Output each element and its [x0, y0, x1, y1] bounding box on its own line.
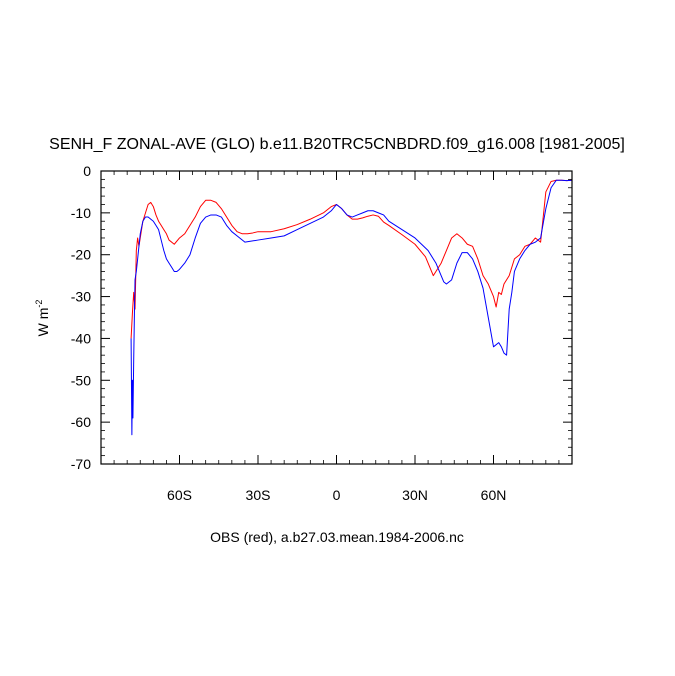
y-tick-label: -50 — [71, 372, 91, 388]
y-tick-label: -20 — [71, 247, 91, 263]
x-tick-label: 30N — [402, 487, 428, 503]
y-tick-label: -70 — [71, 456, 91, 472]
series-line-1 — [130, 179, 573, 339]
x-axis: 60S 30S 0 30N 60N — [100, 171, 573, 503]
x-tick-label: 0 — [333, 487, 341, 503]
y-axis-label: W m-2 — [34, 300, 51, 337]
x-tick-label: 30S — [246, 487, 271, 503]
y-tick-label: 0 — [83, 163, 91, 179]
y-axis: 0 -10 -20 -30 -40 -50 -60 -70 — [71, 163, 572, 472]
y-tick-label: -30 — [71, 289, 91, 305]
chart-title: SENH_F ZONAL-AVE (GLO) b.e11.B20TRC5CNBD… — [49, 136, 625, 153]
y-tick-label: -60 — [71, 414, 91, 430]
y-axis-label-unit: W m — [35, 308, 51, 337]
y-axis-label-exponent: -2 — [34, 300, 44, 308]
y-tick-label: -40 — [71, 330, 91, 346]
plot-frame — [100, 170, 573, 465]
series-line-2 — [130, 179, 573, 436]
x-tick-label: 60S — [167, 487, 192, 503]
x-axis-label: OBS (red), a.b27.03.mean.1984-2006.nc — [210, 529, 464, 545]
y-tick-label: -10 — [71, 205, 91, 221]
x-tick-label: 60N — [481, 487, 507, 503]
plot-lines — [130, 179, 573, 436]
